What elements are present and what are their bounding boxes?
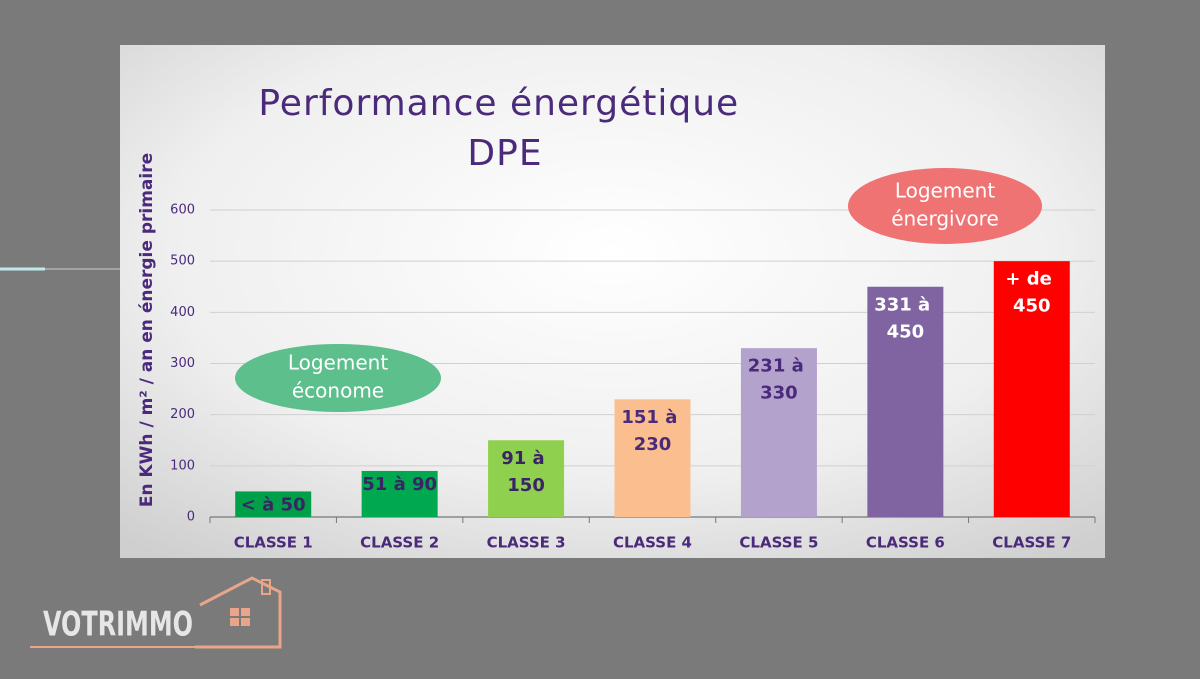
annotation-text: Logement: [288, 351, 388, 375]
value-label: 231 à 330: [748, 356, 810, 404]
bar: [361, 470, 438, 517]
value-label: 151 à 230: [621, 407, 683, 455]
y-tick-label: 200: [170, 407, 195, 422]
x-tick-label: CLASSE 5: [739, 534, 818, 552]
x-tick-label: CLASSE 3: [487, 534, 566, 552]
value-label: 51 à 90: [362, 474, 437, 495]
x-tick-label: CLASSE 1: [234, 534, 313, 552]
x-tick-label: CLASSE 6: [866, 534, 945, 552]
y-tick-label: 400: [170, 305, 195, 320]
y-tick-label: 500: [170, 254, 195, 269]
annotation-text: économe: [292, 379, 384, 403]
bar: [867, 286, 944, 517]
value-label: 91 à 150: [501, 448, 551, 496]
bar: [993, 261, 1070, 517]
annotation-bubble: [848, 168, 1042, 244]
y-tick-label: 100: [170, 458, 195, 473]
y-tick-label: 300: [170, 356, 195, 371]
x-tick-label: CLASSE 2: [360, 534, 439, 552]
y-tick-label: 600: [170, 203, 195, 218]
bar: [488, 440, 565, 517]
logo: VOTRIMMO: [30, 576, 282, 649]
value-label: + de 450: [1005, 269, 1058, 317]
x-tick-label: CLASSE 4: [613, 534, 692, 552]
bar: [614, 399, 691, 517]
value-label: 331 à 450: [874, 294, 936, 342]
annotation-text: énergivore: [891, 207, 999, 231]
logo-text: VOTRIMMO: [43, 605, 193, 645]
y-axis-label: En KWh / m² / an en énergie primaire: [137, 153, 157, 507]
bar: [235, 491, 312, 517]
chart-title: Performance énergétique DPE: [258, 83, 751, 174]
annotation-text: Logement: [895, 179, 995, 203]
x-tick-label: CLASSE 7: [992, 534, 1071, 552]
y-tick-label: 0: [187, 510, 195, 525]
value-label: < à 50: [241, 494, 306, 515]
bar: [740, 348, 817, 517]
annotation-bubble: [235, 344, 441, 412]
